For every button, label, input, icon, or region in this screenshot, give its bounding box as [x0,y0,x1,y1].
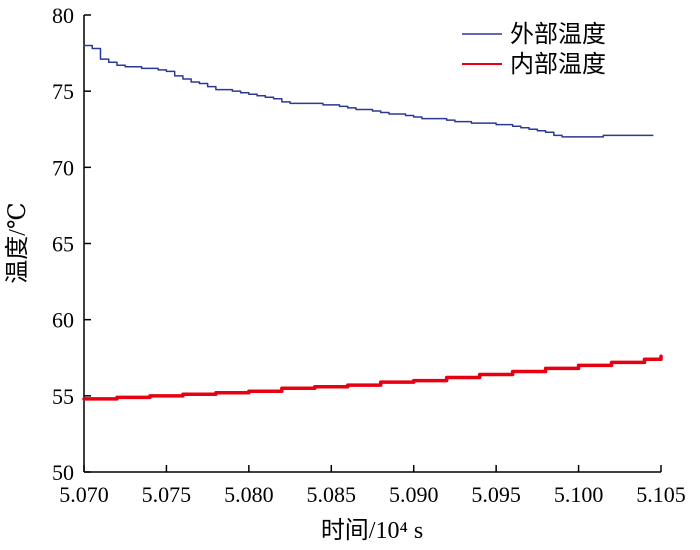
x-tick-label: 5.070 [59,482,109,507]
y-axis-label: 温度/℃ [4,202,31,284]
y-tick-label: 75 [52,79,74,104]
legend-label-内部温度: 内部温度 [510,51,606,78]
y-tick-label: 65 [52,232,74,257]
x-axis-ticks: 5.070 5.075 5.080 5.085 5.090 5.095 5.100 5.105 [59,465,686,507]
y-tick-label: 80 [52,3,74,28]
x-tick-label: 5.075 [142,482,192,507]
legend: 外部温度 内部温度 [462,21,606,78]
y-tick-label: 70 [52,155,74,180]
x-axis-label: 时间/10⁴ s [321,517,423,544]
legend-label-外部温度: 外部温度 [510,21,606,48]
x-tick-label: 5.095 [471,482,521,507]
x-tick-label: 5.105 [636,482,686,507]
axes [83,15,661,473]
x-tick-label: 5.085 [307,482,357,507]
y-tick-label: 50 [52,460,74,485]
x-tick-label: 5.100 [554,482,604,507]
x-tick-label: 5.090 [389,482,439,507]
series-line-内部温度 [82,354,663,401]
x-tick-label: 5.080 [224,482,274,507]
y-tick-label: 55 [52,384,74,409]
series-lines [82,44,663,401]
y-tick-label: 60 [52,308,74,333]
series-line-外部温度 [83,44,654,138]
y-axis-ticks: 50 55 60 65 70 75 80 [52,3,91,485]
